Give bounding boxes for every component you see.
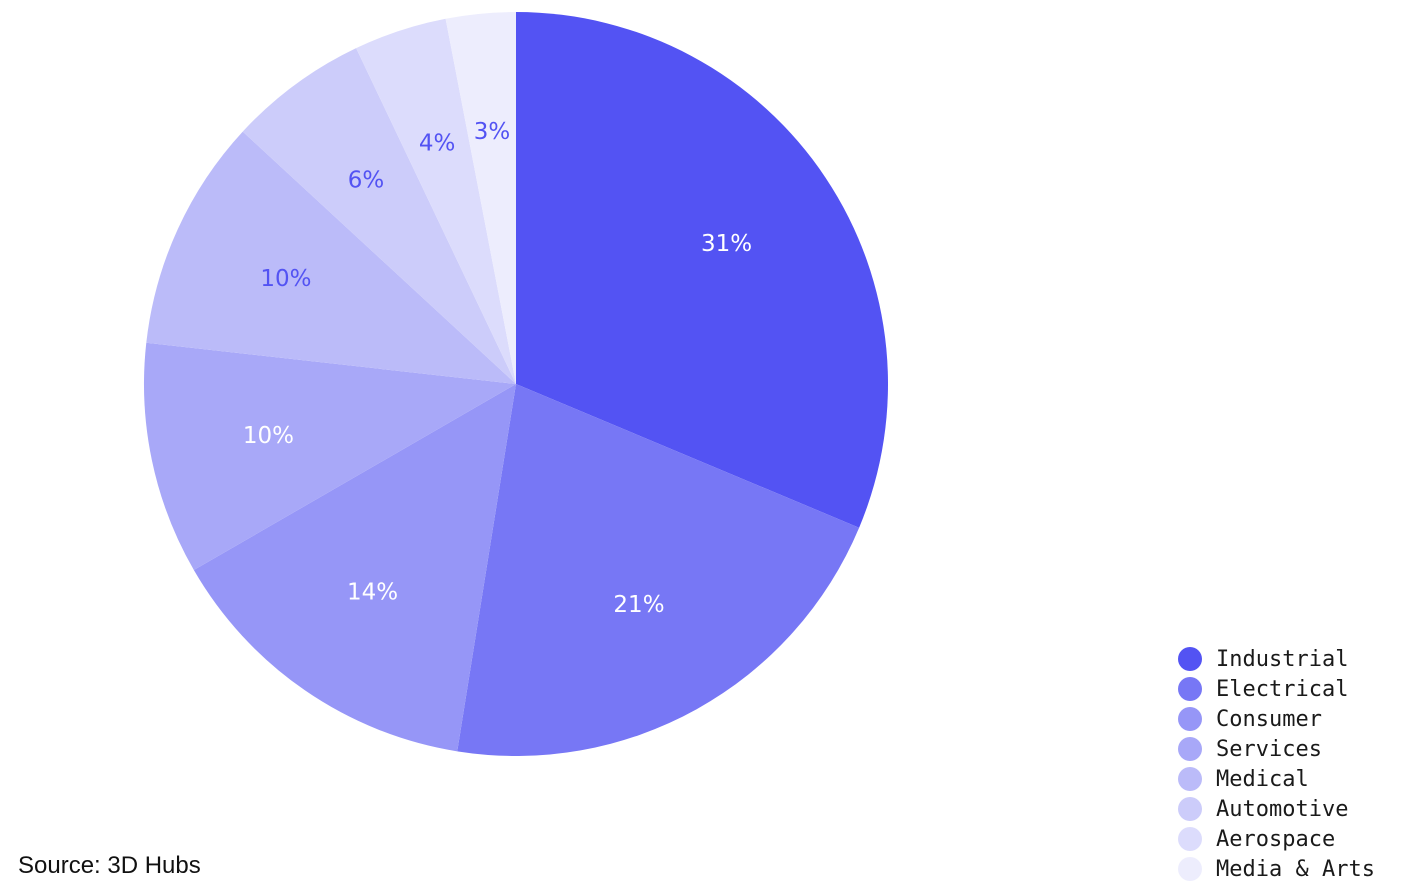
pie-slice-industrial — [516, 12, 888, 528]
legend-item: Electrical — [1178, 674, 1375, 704]
pie-slice-consumer — [193, 384, 516, 752]
legend-swatch — [1178, 737, 1202, 761]
legend-label: Aerospace — [1216, 826, 1336, 852]
legend-item: Automotive — [1178, 794, 1375, 824]
pie-slice-medical — [146, 131, 516, 384]
legend: Industrial Electrical Consumer Services Medi… — [1178, 644, 1375, 884]
legend-item: Aerospace — [1178, 824, 1375, 854]
pie-slice-media-arts — [445, 12, 516, 384]
legend-label: Media & Arts — [1216, 856, 1375, 882]
pie-slices — [143, 12, 888, 757]
legend-swatch — [1178, 797, 1202, 821]
legend-swatch — [1178, 647, 1202, 671]
slice-label: 4% — [419, 131, 456, 157]
legend-label: Electrical — [1216, 676, 1349, 702]
legend-label: Industrial — [1216, 646, 1349, 672]
legend-item: Industrial — [1178, 644, 1375, 674]
pie-slice-aerospace — [356, 18, 516, 384]
legend-swatch — [1178, 677, 1202, 701]
legend-label: Medical — [1216, 766, 1309, 792]
slice-label: 14% — [347, 579, 398, 605]
legend-item: Consumer — [1178, 704, 1375, 734]
pie-slice-services — [143, 342, 516, 570]
legend-swatch — [1178, 707, 1202, 731]
slice-label: 6% — [348, 167, 385, 193]
slice-label: 31% — [701, 231, 752, 257]
legend-label: Consumer — [1216, 706, 1322, 732]
slice-label: 3% — [474, 119, 511, 145]
legend-item: Media & Arts — [1178, 854, 1375, 884]
legend-swatch — [1178, 767, 1202, 791]
pie-slice-electrical — [457, 384, 860, 757]
pie-slice-automotive — [242, 48, 517, 384]
legend-item: Medical — [1178, 764, 1375, 794]
slice-label: 10% — [243, 423, 294, 449]
legend-label: Automotive — [1216, 796, 1349, 822]
legend-item: Services — [1178, 734, 1375, 764]
slice-label: 21% — [613, 592, 664, 618]
legend-label: Services — [1216, 736, 1322, 762]
source-note: Source: 3D Hubs — [18, 852, 201, 879]
slice-label: 10% — [260, 266, 311, 292]
legend-swatch — [1178, 857, 1202, 881]
pie-labels: 31% 21% 14% 10% 10% 6% 4% 3% — [243, 119, 752, 618]
legend-swatch — [1178, 827, 1202, 851]
